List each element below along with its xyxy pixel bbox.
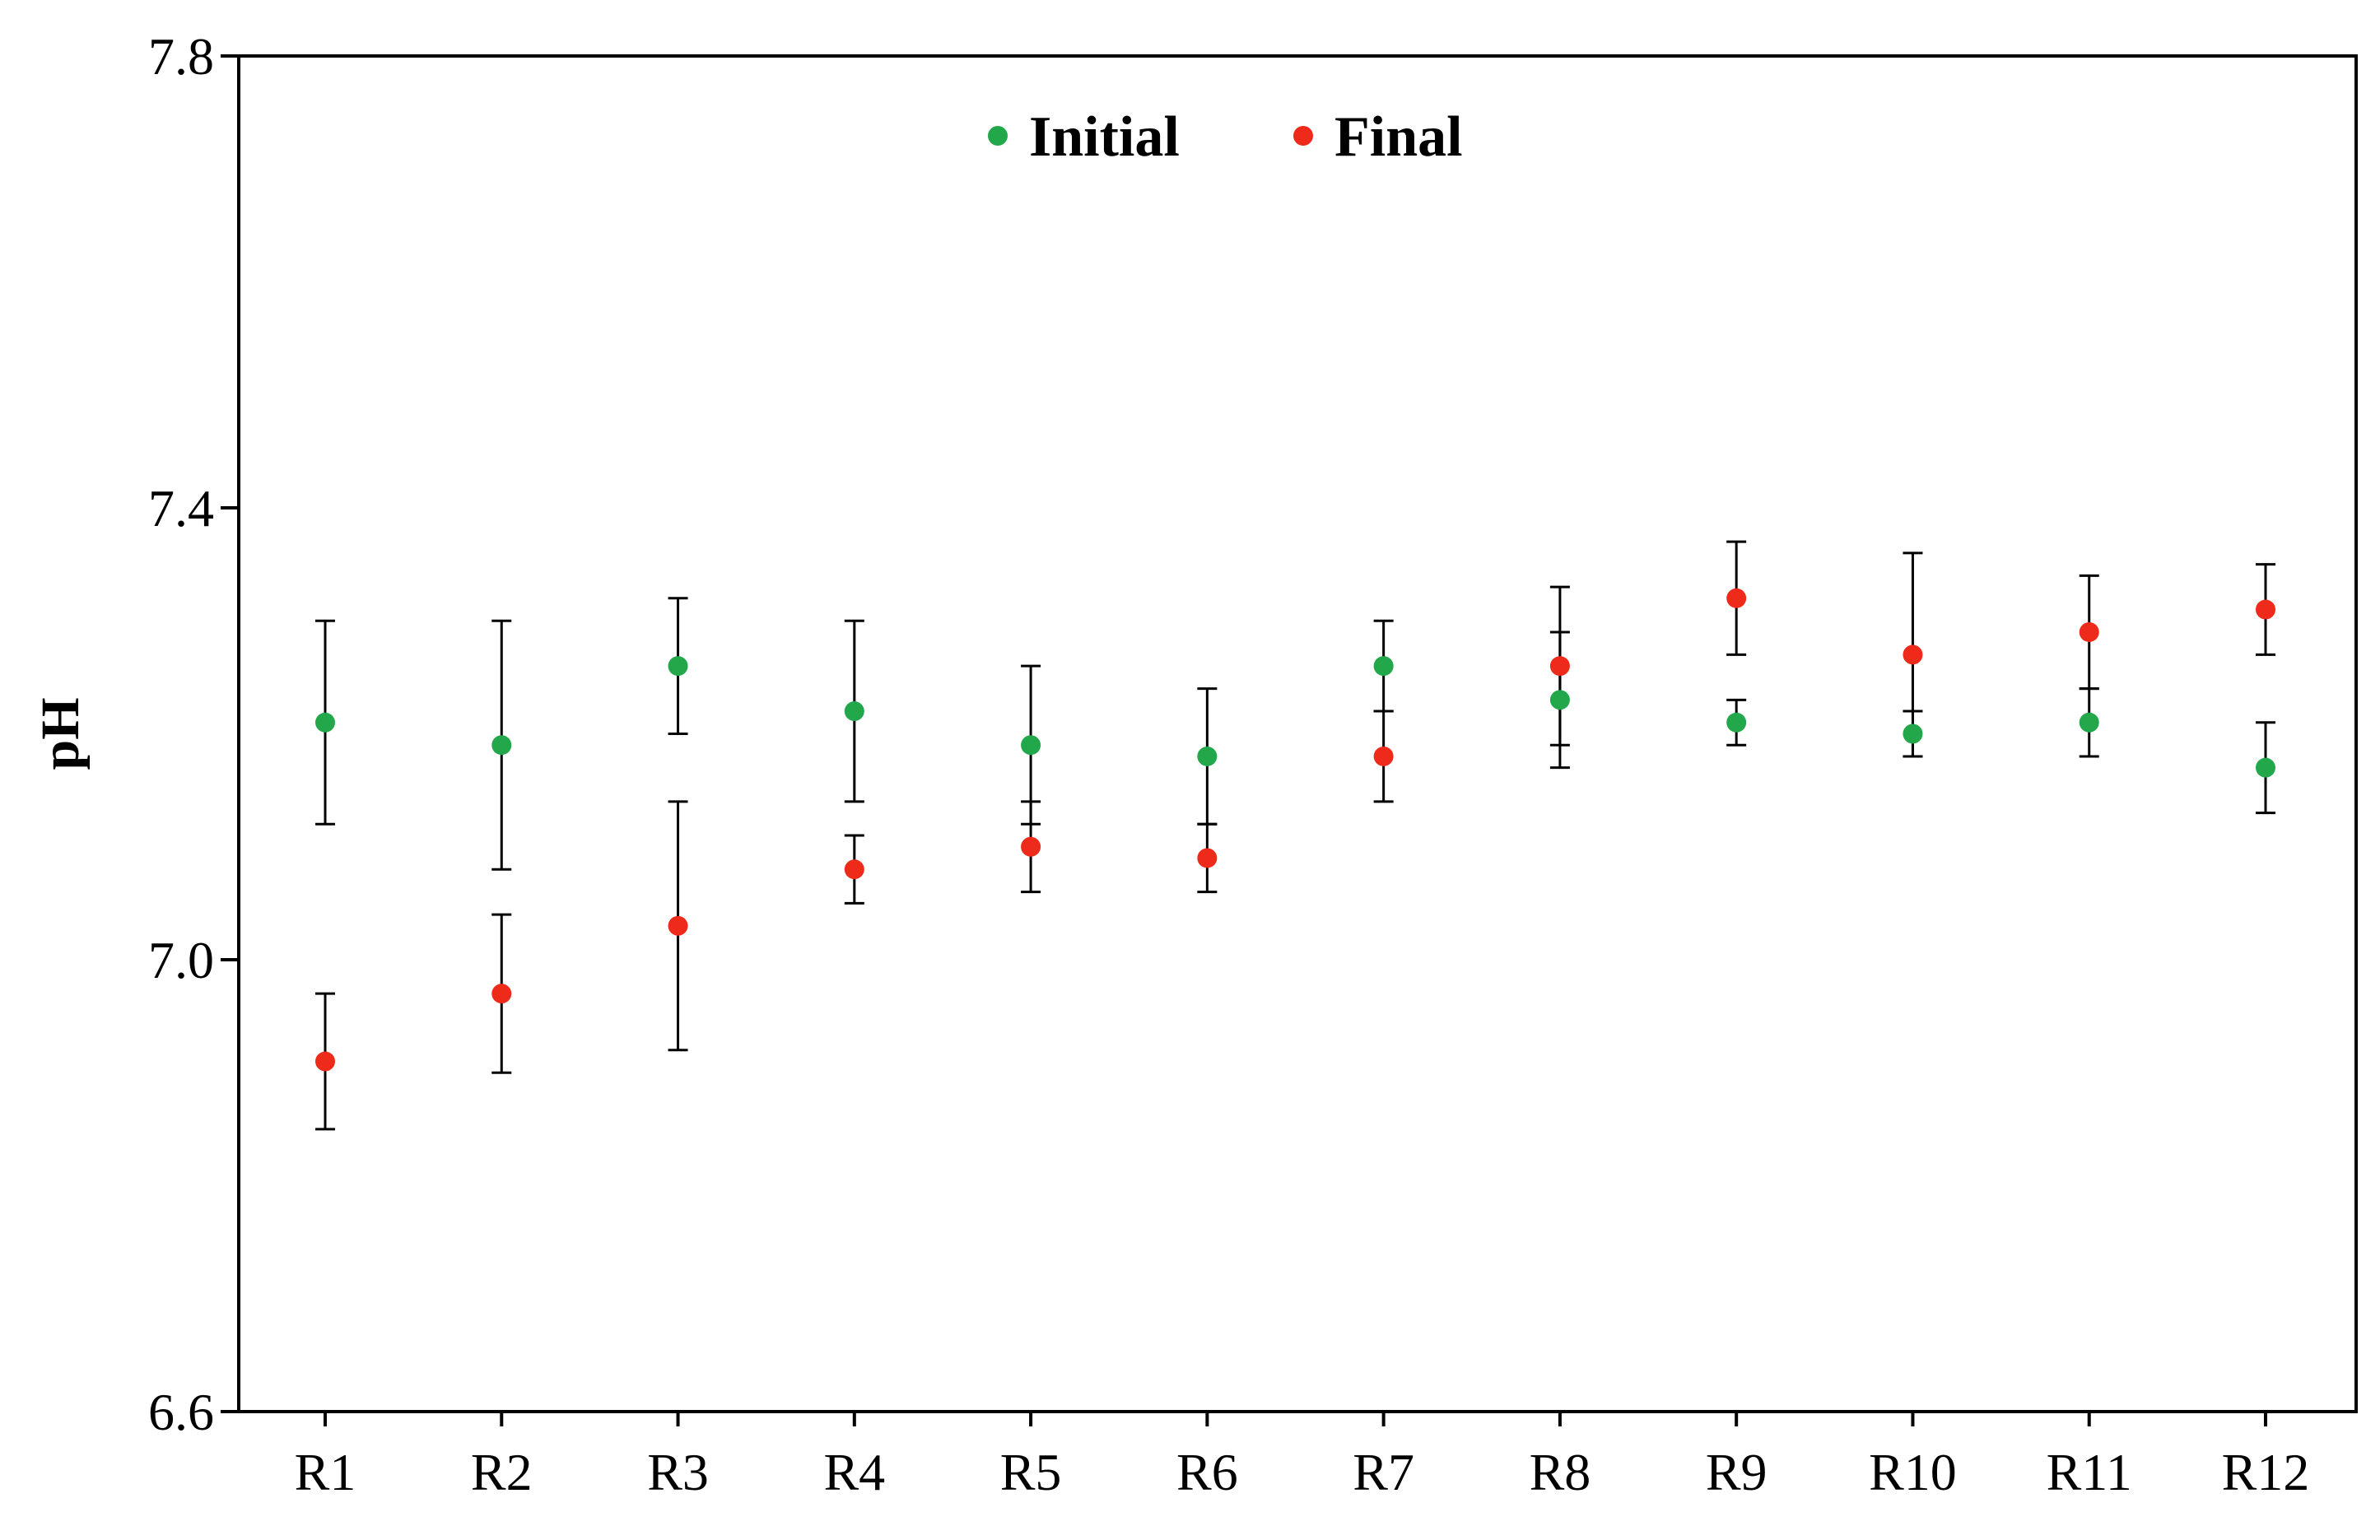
legend-label: Final bbox=[1334, 105, 1463, 169]
data-point-final bbox=[315, 1051, 335, 1072]
data-point-final bbox=[2256, 599, 2275, 620]
data-point-initial bbox=[2256, 757, 2275, 778]
x-tick-label: R9 bbox=[1706, 1443, 1768, 1501]
data-point-final bbox=[1197, 848, 1218, 868]
data-points bbox=[315, 588, 2275, 1072]
x-tick-label: R3 bbox=[647, 1443, 709, 1501]
data-point-initial bbox=[844, 701, 864, 722]
data-point-final bbox=[1726, 588, 1747, 608]
y-axis-label: pH bbox=[30, 697, 91, 770]
legend: Initial Final bbox=[988, 105, 1463, 169]
x-tick-label: R12 bbox=[2222, 1443, 2310, 1501]
x-tick-label: R6 bbox=[1176, 1443, 1238, 1501]
data-point-initial bbox=[2079, 712, 2099, 733]
x-tick-label: R5 bbox=[1000, 1443, 1062, 1501]
data-point-initial bbox=[1549, 690, 1570, 710]
x-tick-label: R8 bbox=[1530, 1443, 1591, 1501]
legend-marker bbox=[988, 126, 1008, 146]
x-axis: R1 R2 R3 R4 R5 R6 R7 R8 R9 R10 R11 R12 bbox=[295, 1412, 2310, 1501]
legend-label: Initial bbox=[1029, 105, 1180, 169]
legend-item-final: Final bbox=[1293, 105, 1463, 169]
legend-marker bbox=[1293, 126, 1313, 146]
data-point-final bbox=[1373, 746, 1394, 766]
data-point-initial bbox=[1373, 656, 1394, 677]
y-tick-label: 7.4 bbox=[148, 479, 214, 537]
legend-item-initial: Initial bbox=[988, 105, 1180, 169]
data-point-initial bbox=[491, 735, 512, 756]
x-tick-label: R4 bbox=[823, 1443, 885, 1501]
data-point-final bbox=[1903, 644, 1923, 665]
data-point-initial bbox=[315, 712, 335, 733]
data-point-final bbox=[2079, 621, 2099, 642]
y-tick-label: 6.6 bbox=[148, 1383, 214, 1441]
data-point-final bbox=[1021, 836, 1041, 857]
data-point-final bbox=[668, 915, 688, 936]
y-tick-label: 7.0 bbox=[148, 931, 214, 989]
x-tick-label: R7 bbox=[1353, 1443, 1414, 1501]
y-tick-label: 7.8 bbox=[148, 27, 214, 86]
data-point-final bbox=[491, 984, 512, 1004]
x-tick-label: R11 bbox=[2047, 1443, 2132, 1501]
data-point-initial bbox=[1021, 735, 1041, 756]
data-point-initial bbox=[1726, 712, 1747, 733]
data-point-final bbox=[1549, 656, 1570, 677]
x-tick-label: R1 bbox=[295, 1443, 356, 1501]
x-tick-label: R2 bbox=[471, 1443, 533, 1501]
y-axis: 6.6 7.0 7.4 7.8 bbox=[148, 27, 239, 1441]
data-point-initial bbox=[668, 656, 688, 677]
data-point-final bbox=[844, 859, 864, 880]
data-point-initial bbox=[1197, 746, 1218, 766]
x-tick-label: R10 bbox=[1869, 1443, 1957, 1501]
plot-area-frame bbox=[237, 54, 2358, 1413]
data-point-initial bbox=[1903, 723, 1923, 744]
